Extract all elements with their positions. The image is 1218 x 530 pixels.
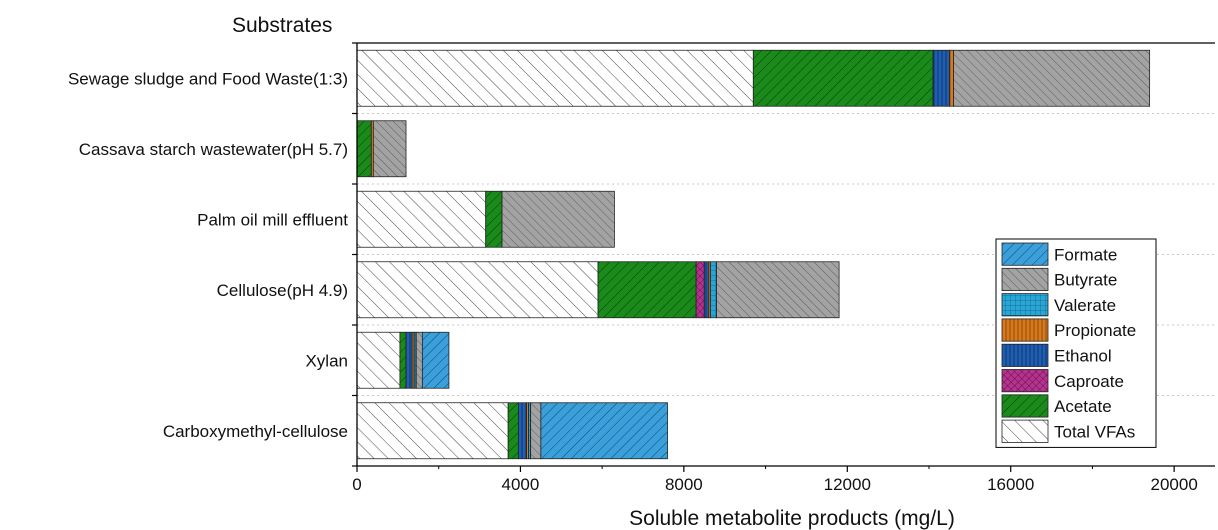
category-label: Sewage sludge and Food Waste(1:3) — [68, 69, 348, 88]
bar-caproate-cellulose-ph-4-9 — [695, 261, 705, 319]
bar-butyrate-xylan — [415, 331, 423, 389]
legend-label-acetate: Acetate — [1054, 397, 1112, 416]
bar-ethanol-cellulose-ph-4-9 — [703, 261, 709, 319]
bar-total-vfas-cellulose-ph-4-9 — [356, 261, 599, 319]
bar-acetate-carboxymethyl-cellulose — [507, 402, 519, 460]
bar-acetate-sewage-sludge-and-food-waste-1-3 — [752, 49, 934, 107]
legend-swatch-total-vfas — [1001, 419, 1049, 443]
bar-butyrate-sewage-sludge-and-food-waste-1-3 — [953, 49, 1151, 107]
category-label: Palm oil mill effluent — [197, 210, 348, 229]
x-tick-label: 8000 — [665, 475, 703, 494]
x-tick-label: 4000 — [502, 475, 540, 494]
x-tick-labels: 0 4000 8000 12000 16000 20000 — [352, 475, 1198, 494]
x-tick-label: 20000 — [1151, 475, 1198, 494]
axes — [352, 42, 1215, 472]
bar-total-vfas-carboxymethyl-cellulose — [356, 402, 509, 460]
legend-label-formate: Formate — [1054, 245, 1117, 264]
legend-label-total-vfas: Total VFAs — [1054, 422, 1135, 441]
bar-propionate-sewage-sludge-and-food-waste-1-3 — [949, 49, 954, 107]
legend-swatch-acetate — [1001, 394, 1049, 418]
legend-swatch-butyrate — [1001, 267, 1049, 291]
category-labels: Sewage sludge and Food Waste(1:3) Cassava… — [68, 69, 348, 441]
legend-label-ethanol: Ethanol — [1054, 347, 1112, 366]
x-axis-title: Soluble metabolite products (mg/L) — [629, 507, 955, 530]
bar-ethanol-sewage-sludge-and-food-waste-1-3 — [932, 49, 950, 107]
legend-label-caproate: Caproate — [1054, 372, 1124, 391]
legend-label-valerate: Valerate — [1054, 296, 1116, 315]
bar-acetate-cellulose-ph-4-9 — [597, 261, 697, 319]
x-tick-label: 0 — [352, 475, 361, 494]
bar-valerate-cellulose-ph-4-9 — [710, 261, 717, 319]
legend-swatch-valerate — [1001, 293, 1049, 317]
bar-butyrate-cellulose-ph-4-9 — [716, 261, 840, 319]
bar-butyrate-palm-oil-mill-effluent — [501, 190, 615, 248]
x-tick-label: 16000 — [987, 475, 1034, 494]
bar-butyrate-carboxymethyl-cellulose — [530, 402, 542, 460]
bar-total-vfas-sewage-sludge-and-food-waste-1-3 — [356, 49, 754, 107]
legend-swatch-formate — [1001, 242, 1049, 266]
bar-acetate-palm-oil-mill-effluent — [485, 190, 503, 248]
bar-acetate-cassava-starch-wastewater-ph-5-7 — [356, 120, 372, 178]
legend-label-butyrate: Butyrate — [1054, 271, 1117, 290]
x-tick-label: 12000 — [824, 475, 871, 494]
legend-swatch-caproate — [1001, 369, 1049, 393]
y-axis-title: Substrates — [232, 14, 332, 37]
bar-acetate-xylan — [399, 331, 407, 389]
bar-ethanol-xylan — [405, 331, 413, 389]
legend-label-propionate: Propionate — [1054, 321, 1136, 340]
bar-total-vfas-xylan — [356, 331, 401, 389]
bars-group — [356, 49, 1151, 460]
bar-ethanol-carboxymethyl-cellulose — [517, 402, 527, 460]
legend-swatch-ethanol — [1001, 343, 1049, 367]
category-label: Cellulose(pH 4.9) — [217, 281, 348, 300]
legend: Formate Butyrate Valerate Propionate Ethanol… — [995, 238, 1157, 448]
bar-formate-xylan — [421, 331, 450, 389]
bar-total-vfas-palm-oil-mill-effluent — [356, 190, 487, 248]
legend-swatch-propionate — [1001, 318, 1049, 342]
bar-formate-carboxymethyl-cellulose — [540, 402, 668, 460]
category-label: Xylan — [305, 351, 348, 370]
category-label: Carboxymethyl-cellulose — [163, 422, 348, 441]
category-label: Cassava starch wastewater(pH 5.7) — [79, 140, 348, 159]
bar-butyrate-cassava-starch-wastewater-ph-5-7 — [372, 120, 407, 178]
